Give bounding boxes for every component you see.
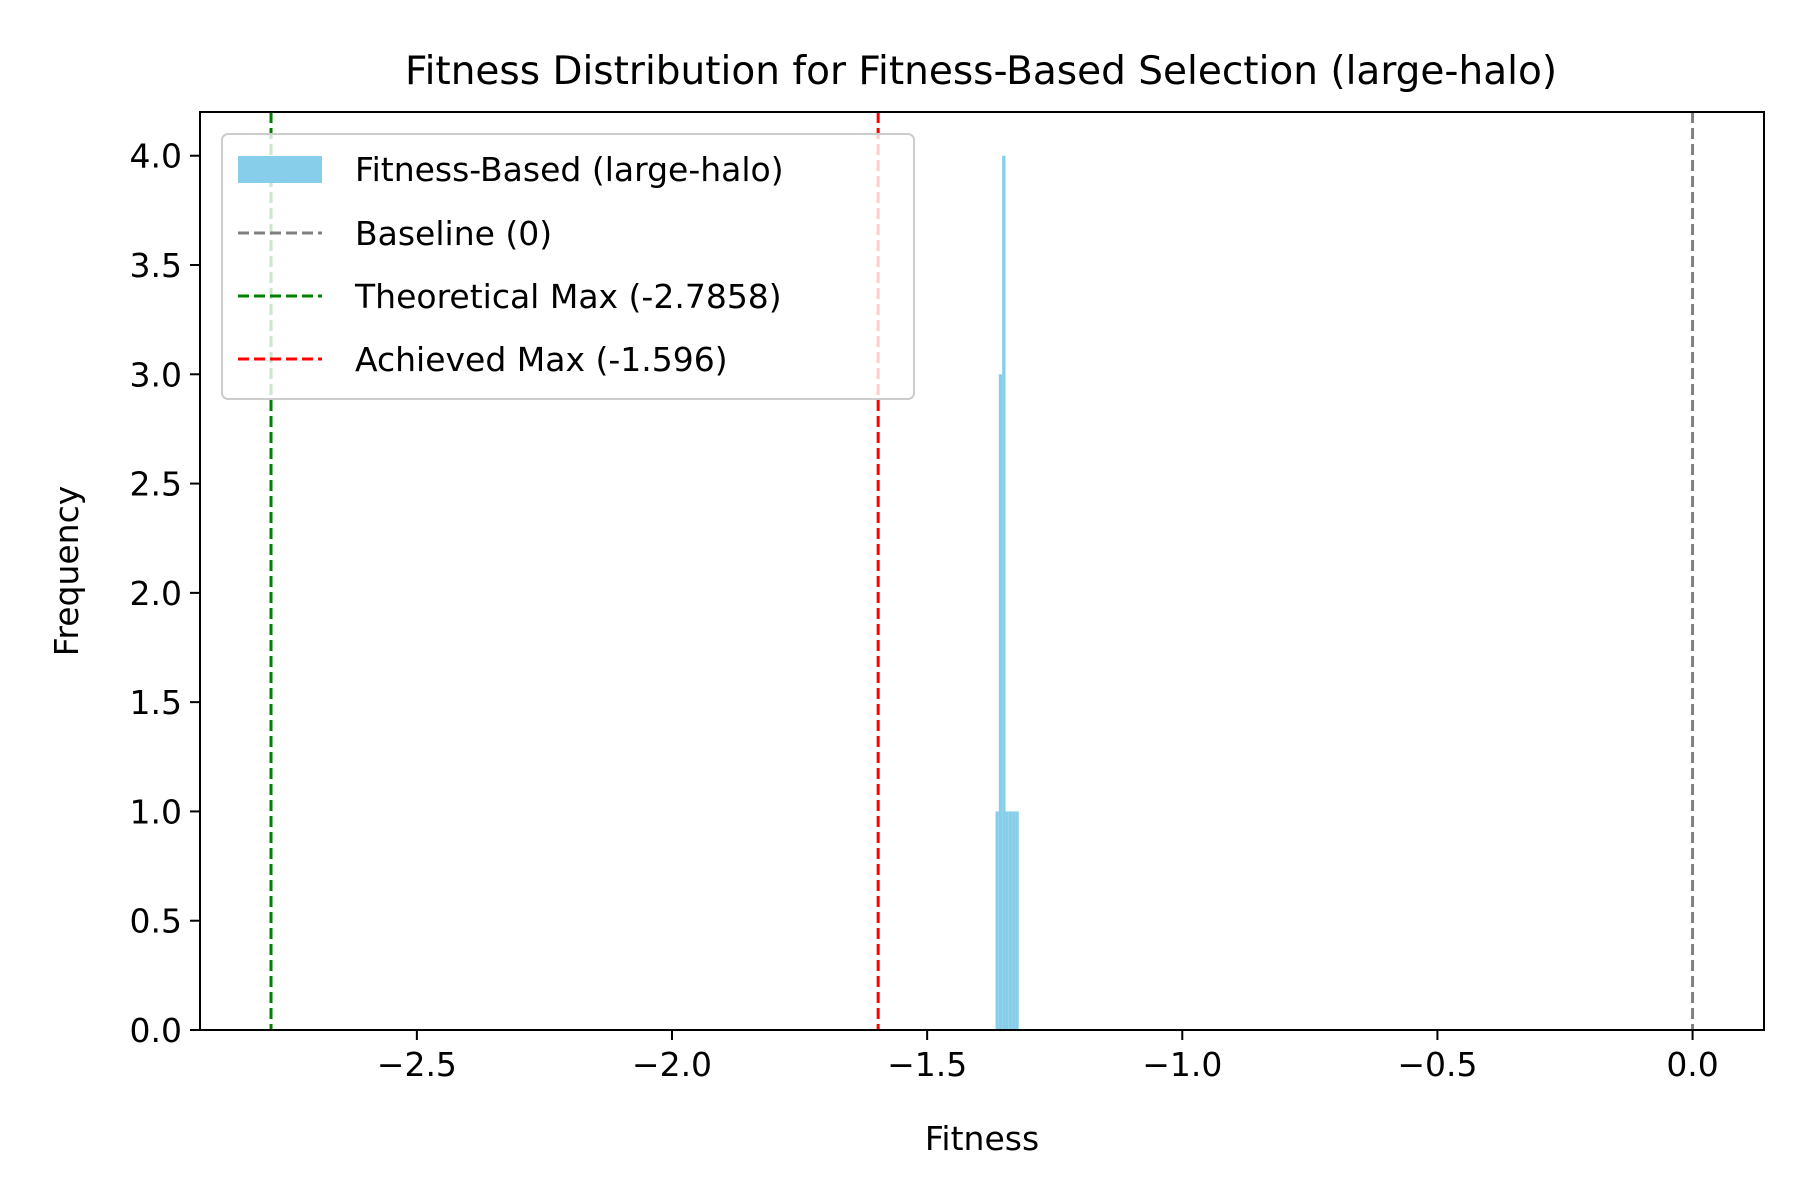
y-tick-label-7: 3.5	[130, 246, 182, 285]
histogram-bars	[995, 155, 1019, 1030]
x-tick-label-3: −1.0	[1142, 1045, 1222, 1084]
x-axis-label: Fitness	[925, 1119, 1039, 1158]
y-tick-label-5: 2.5	[130, 465, 182, 504]
x-axis: −2.5 −2.0 −1.5 −1.0 −0.5 0.0	[377, 1030, 1719, 1084]
x-tick-label-0: −2.5	[377, 1045, 457, 1084]
legend-swatch-histogram	[238, 156, 322, 183]
legend-label-line-0: Baseline (0)	[355, 214, 552, 253]
histogram-bar-5	[1012, 811, 1016, 1030]
chart-title: Fitness Distribution for Fitness-Based S…	[405, 49, 1557, 94]
histogram-bar-0	[995, 811, 999, 1030]
x-tick-label-5: 0.0	[1666, 1045, 1718, 1084]
y-axis-label: Frequency	[47, 486, 86, 656]
histogram-bar-3	[1005, 811, 1009, 1030]
y-tick-label-4: 2.0	[130, 574, 182, 613]
y-tick-label-3: 1.5	[130, 683, 182, 722]
histogram-bar-6	[1015, 811, 1019, 1030]
y-tick-label-0: 0.0	[130, 1011, 182, 1050]
y-axis: 0.0 0.5 1.0 1.5 2.0 2.5 3.0 3.5 4.0	[130, 137, 200, 1050]
y-tick-label-2: 1.0	[130, 792, 182, 831]
histogram-bar-2	[1002, 155, 1006, 1030]
histogram-bar-1	[998, 374, 1003, 1030]
x-tick-label-2: −1.5	[887, 1045, 967, 1084]
legend-label-histogram: Fitness-Based (large-halo)	[355, 150, 784, 189]
histogram-bar-4	[1008, 811, 1013, 1030]
legend-label-line-1: Theoretical Max (-2.7858)	[354, 277, 782, 316]
legend-label-line-2: Achieved Max (-1.596)	[355, 340, 728, 379]
x-tick-label-4: −0.5	[1397, 1045, 1477, 1084]
y-tick-label-6: 3.0	[130, 355, 182, 394]
axes-frame	[199, 111, 1765, 1031]
x-tick-label-1: −2.0	[632, 1045, 712, 1084]
legend-box	[221, 133, 915, 400]
y-tick-label-1: 0.5	[130, 902, 182, 941]
legend: Fitness-Based (large-halo) Baseline (0) T…	[221, 133, 915, 400]
y-tick-label-8: 4.0	[130, 137, 182, 176]
